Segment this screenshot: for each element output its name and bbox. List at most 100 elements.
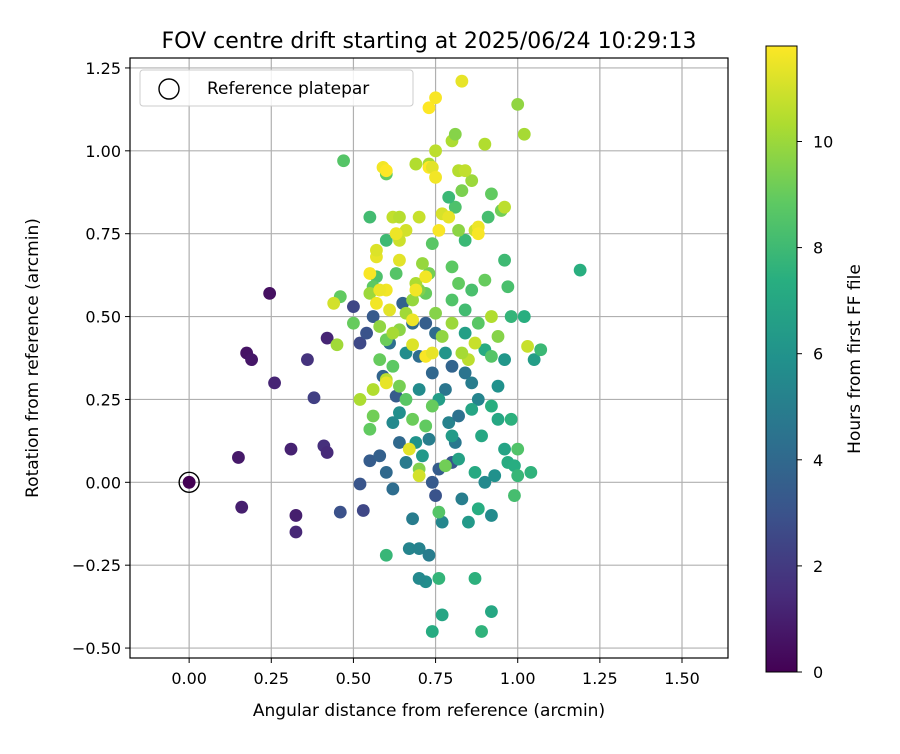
data-point: [491, 379, 505, 393]
data-point: [425, 625, 439, 638]
data-point: [534, 343, 548, 357]
data-point: [422, 101, 436, 115]
data-point: [416, 449, 429, 463]
data-point: [485, 310, 498, 323]
data-point: [445, 293, 459, 307]
data-point: [284, 442, 298, 456]
data-point: [393, 436, 406, 449]
data-point: [389, 227, 403, 241]
data-point: [442, 190, 456, 204]
data-point: [353, 393, 367, 406]
data-point: [445, 359, 459, 373]
data-point: [383, 303, 396, 317]
y-tick-label: 1.00: [85, 142, 121, 161]
data-point: [373, 320, 387, 333]
data-point: [462, 515, 475, 529]
data-point: [393, 406, 406, 420]
data-point: [445, 429, 459, 443]
data-point: [448, 200, 462, 214]
data-point: [379, 465, 393, 479]
colorbar-tick-label: 0: [813, 663, 823, 682]
data-point: [373, 283, 387, 297]
data-point: [425, 475, 439, 489]
data-point: [439, 346, 452, 360]
data-point: [445, 260, 459, 274]
data-point: [389, 389, 403, 403]
colorbar: [765, 45, 798, 673]
data-point: [412, 469, 426, 483]
data-point: [435, 608, 449, 622]
data-point: [307, 391, 321, 405]
data-point: [435, 330, 449, 343]
data-point: [452, 409, 465, 423]
x-tick-label: 0.75: [418, 669, 454, 688]
reference-platepar-marker: [178, 471, 200, 494]
data-point: [442, 416, 456, 430]
colorbar-tick-label: 2: [813, 557, 823, 576]
data-point: [406, 338, 419, 352]
reference-marker: [178, 471, 200, 494]
data-point: [409, 157, 423, 171]
data-point: [356, 504, 370, 517]
data-point: [422, 548, 436, 562]
data-point: [452, 452, 465, 466]
y-tick-label: 0.25: [85, 390, 121, 409]
legend: Reference platepar: [139, 69, 414, 107]
data-point: [412, 542, 426, 556]
data-point: [455, 492, 469, 506]
data-points: [182, 74, 587, 638]
data-point: [511, 469, 525, 483]
data-point: [429, 170, 442, 184]
data-point: [511, 442, 525, 456]
data-point: [402, 442, 416, 456]
data-point: [232, 451, 245, 464]
data-point: [455, 346, 469, 360]
data-point: [406, 293, 419, 307]
data-point: [429, 489, 442, 502]
plot-frame: [129, 57, 729, 659]
colorbar-tick-label: 10: [813, 132, 833, 151]
data-point: [379, 376, 393, 390]
data-point: [416, 257, 429, 270]
data-point: [289, 509, 303, 522]
data-point: [389, 267, 403, 280]
data-point: [412, 383, 426, 396]
data-point: [442, 210, 456, 224]
data-point: [517, 127, 531, 141]
data-point: [353, 336, 367, 350]
y-axis-label: Rotation from reference (arcmin): [23, 218, 43, 498]
data-point: [409, 283, 423, 297]
data-point: [471, 393, 485, 406]
data-point: [399, 393, 413, 406]
data-point: [366, 310, 380, 323]
data-point: [327, 296, 341, 310]
data-point: [353, 477, 367, 491]
data-point: [485, 187, 498, 201]
data-point: [347, 316, 360, 330]
x-axis-ticks: 0.00 0.25 0.50 0.75 1.00 1.25 1.50: [171, 658, 700, 688]
data-point: [363, 454, 377, 468]
x-tick-label: 0.25: [253, 669, 289, 688]
data-point: [498, 200, 511, 214]
data-point: [465, 283, 479, 297]
y-axis-ticks: −0.50 −0.25 0.00 0.25 0.50 0.75 1.00 1.25: [72, 59, 130, 658]
data-point: [475, 429, 488, 443]
data-point: [485, 349, 498, 363]
data-point: [491, 330, 505, 343]
data-point: [504, 310, 518, 323]
data-point: [498, 442, 511, 456]
data-point: [445, 316, 459, 330]
data-point: [508, 459, 521, 473]
data-point: [501, 280, 515, 294]
colorbar-ticks: 0 2 4 6 8 10: [797, 132, 833, 682]
data-point: [363, 422, 377, 436]
data-point: [399, 223, 413, 237]
data-point: [379, 164, 393, 178]
data-point: [458, 326, 472, 340]
data-point: [481, 210, 495, 224]
data-point: [373, 353, 387, 367]
data-point: [393, 210, 406, 224]
data-point: [455, 184, 469, 197]
data-point: [360, 326, 373, 340]
data-point: [471, 227, 485, 241]
